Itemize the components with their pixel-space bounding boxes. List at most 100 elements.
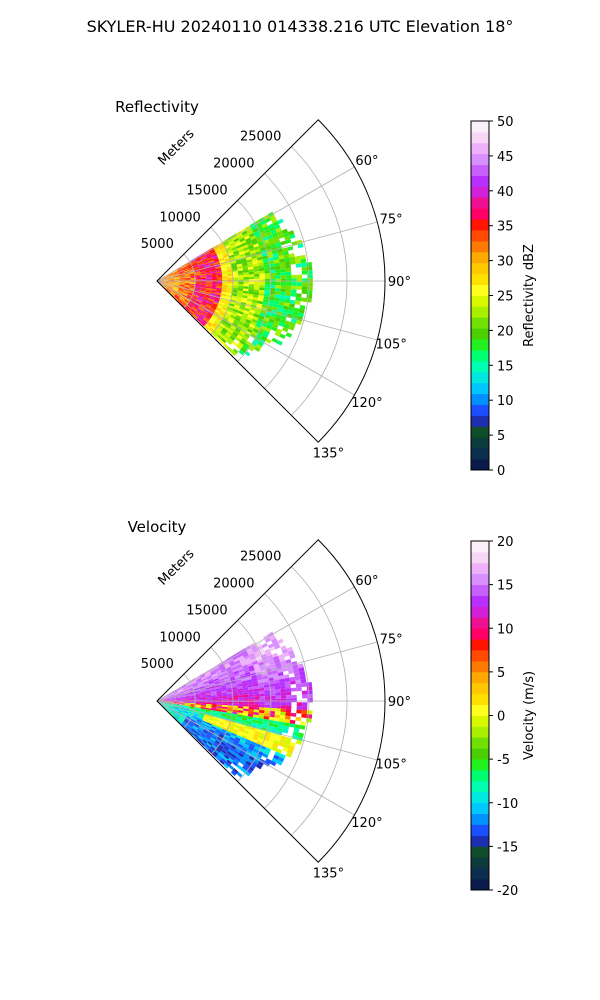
radar-gate (238, 705, 244, 709)
radar-gate (207, 257, 213, 261)
radar-gate (283, 743, 290, 749)
radar-gate (241, 299, 247, 304)
radar-gate (219, 298, 226, 302)
radar-gate (190, 702, 196, 704)
radar-gate (194, 272, 201, 275)
radar-gate (163, 279, 170, 281)
radar-gate (216, 334, 223, 340)
radar-gate (264, 290, 270, 294)
radar-gate (299, 670, 306, 676)
radar-gate (273, 676, 279, 681)
radar-gate (285, 708, 292, 713)
radar-gate (190, 282, 196, 284)
radar-gate (242, 269, 249, 273)
radar-gate (200, 704, 207, 707)
radar-gate (163, 696, 169, 699)
radar-gate (170, 711, 176, 716)
radar-gate (243, 281, 249, 285)
radar-gate (191, 728, 196, 733)
radar-gate (227, 277, 233, 280)
radar-gate (190, 695, 196, 697)
azimuth-tick-label: 60° (355, 574, 378, 589)
radar-gate (201, 731, 208, 736)
radar-gate (167, 706, 173, 710)
radar-gate (230, 680, 237, 684)
radar-gate (221, 711, 227, 715)
radar-gate (198, 293, 205, 297)
panel-title: Velocity (128, 518, 187, 536)
radar-gate (215, 290, 222, 294)
azimuth-gridline (156, 280, 378, 341)
radar-gate (190, 679, 196, 683)
radar-gate (257, 679, 264, 684)
radar-gate (236, 732, 243, 737)
radar-gate (174, 295, 180, 299)
radar-gate (172, 270, 178, 274)
radar-gate (244, 321, 251, 326)
radar-gate (180, 715, 186, 719)
radar-gate (163, 698, 169, 700)
radar-gate (270, 701, 276, 706)
radar-gate (220, 295, 227, 299)
radar-gate (279, 738, 286, 744)
radar-gate (201, 300, 208, 304)
radar-gate (223, 343, 229, 349)
radar-gate (189, 273, 196, 276)
radar-gate (285, 332, 293, 338)
radar-gate (243, 284, 249, 287)
radar-gate (191, 717, 198, 721)
radar-gate (200, 708, 206, 711)
colorbar-tick-label: 25 (497, 290, 514, 305)
radar-gate (179, 698, 186, 700)
radar-gate (261, 672, 268, 677)
radar-gate (195, 676, 201, 681)
radar-gate (243, 286, 249, 290)
radar-gate (199, 314, 205, 320)
radar-gate (214, 731, 220, 736)
radar-gate (188, 710, 195, 714)
radar-gate (167, 286, 173, 290)
radar-gate (195, 310, 201, 315)
radar-gate (264, 648, 271, 654)
radar-gate (195, 279, 202, 281)
radar-gate (197, 297, 203, 301)
radar-gate (173, 716, 178, 721)
radar-gate (264, 279, 271, 282)
radar-gate (285, 292, 292, 297)
radar-gate (168, 694, 174, 697)
radar-gate (230, 312, 237, 317)
radar-gate (269, 689, 276, 694)
radar-gate (186, 683, 193, 687)
radar-gate (208, 718, 214, 722)
radar-gate (230, 753, 237, 759)
radar-gate (226, 330, 233, 336)
radar-gate (253, 289, 260, 293)
radar-gate (184, 307, 190, 312)
radar-gate (291, 282, 297, 286)
radar-gate (193, 292, 200, 295)
radar-gate (244, 727, 251, 732)
radar-gate (210, 317, 216, 322)
radar-gate (238, 308, 245, 313)
radar-gate (206, 675, 213, 680)
radar-gate (257, 317, 264, 323)
radar-gate (221, 686, 227, 690)
radar-gate (194, 289, 201, 292)
radar-gate (194, 732, 200, 737)
radar-gate (241, 230, 248, 236)
radar-gate (259, 693, 265, 697)
radar-gate (238, 285, 244, 289)
radar-gate (241, 717, 248, 721)
radar-gate (307, 286, 313, 291)
radar-gate (219, 322, 225, 328)
data-field (158, 631, 313, 778)
radar-gate (216, 707, 222, 711)
radar-gate (302, 278, 308, 283)
radar-gate (254, 233, 261, 238)
radar-gate (257, 761, 264, 767)
colorbar-swatch (471, 448, 489, 460)
radar-gate (184, 277, 191, 280)
radar-gate (213, 718, 220, 722)
radar-gate (233, 670, 239, 675)
radar-gate (205, 252, 211, 257)
